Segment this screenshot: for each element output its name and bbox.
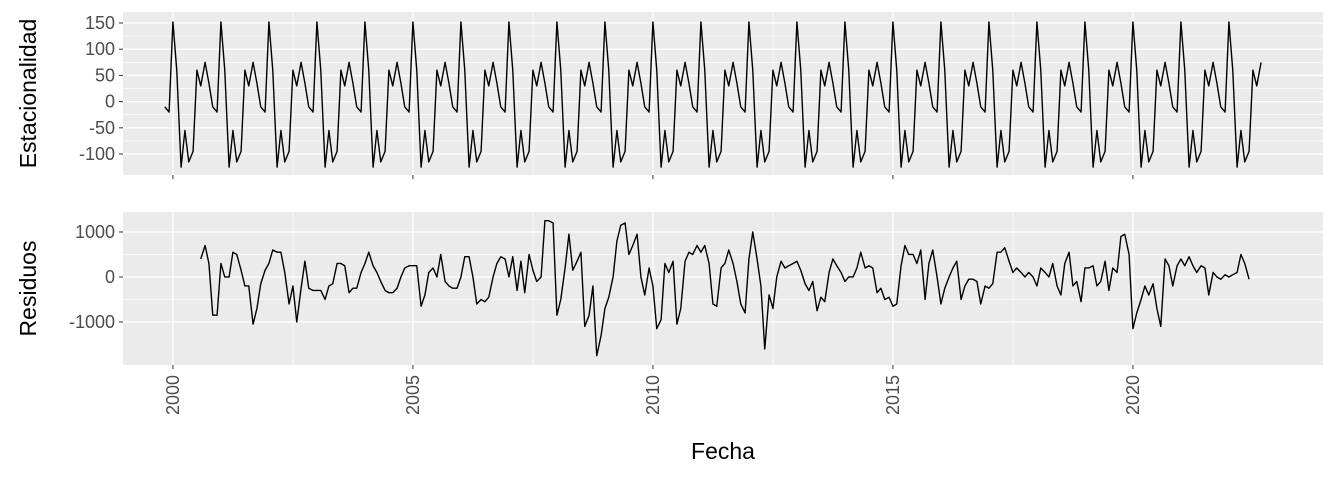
panel-background (123, 212, 1323, 365)
y-tick-label: 50 (95, 65, 115, 85)
x-tick-label: 2020 (1123, 375, 1143, 415)
y-axis-title: Estacionalidad (15, 19, 41, 169)
y-tick-label: -50 (89, 118, 115, 138)
x-tick-label: 2015 (883, 375, 903, 415)
x-axis-title: Fecha (691, 438, 755, 464)
y-axis-title: Residuos (15, 241, 41, 337)
y-tick-label: 0 (105, 267, 115, 287)
y-tick-label: 150 (85, 13, 115, 33)
series-line (200, 220, 1250, 357)
y-tick-label: 100 (85, 39, 115, 59)
series-line (164, 21, 1262, 168)
y-tick-label: -100 (79, 144, 115, 164)
y-tick-label: 0 (105, 92, 115, 112)
y-tick-label: -1000 (69, 312, 115, 332)
y-tick-label: 1000 (75, 222, 115, 242)
x-tick-label: 2010 (643, 375, 663, 415)
x-tick-label: 2000 (163, 375, 183, 415)
x-tick-label: 2005 (403, 375, 423, 415)
